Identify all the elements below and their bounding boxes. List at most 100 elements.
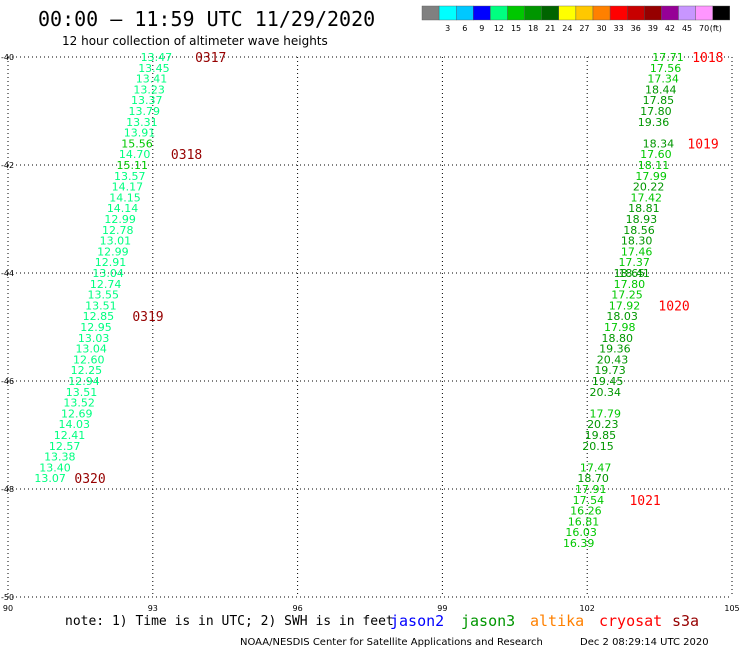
- wave-height-value: 20.15: [582, 440, 614, 453]
- legend-label: 3: [445, 24, 450, 33]
- wave-height-points: 13.4713.4513.4113.2313.3713.7913.3113.91…: [34, 51, 683, 550]
- x-tick-label: 102: [580, 604, 595, 613]
- wave-height-value: 17.85: [643, 94, 675, 107]
- chart-subtitle: 12 hour collection of altimeter wave hei…: [62, 34, 328, 48]
- legend-swatch: [695, 5, 713, 21]
- legend-label: 27: [579, 24, 589, 33]
- satellite-legend: jason2 jason3 altika cryosat s3a: [390, 612, 699, 630]
- wave-height-value: 13.04: [92, 267, 124, 280]
- legend-swatch: [473, 5, 491, 21]
- legend-swatch: [558, 5, 577, 21]
- satellite-jason3: jason3: [461, 612, 515, 630]
- legend-label: 24: [562, 24, 572, 33]
- wave-height-value: 18.80: [602, 332, 634, 345]
- y-tick-label: -44: [1, 269, 14, 278]
- pass-time-label: 1021: [629, 494, 660, 509]
- wave-height-value: 13.03: [78, 332, 110, 345]
- wave-height-value: 14.03: [59, 418, 91, 431]
- wave-height-value: 15.11: [116, 159, 148, 172]
- wave-height-value: 17.46: [621, 245, 653, 258]
- pass-time-label: 0318: [171, 148, 202, 163]
- y-tick-label: -50: [1, 593, 14, 602]
- legend-label: 21: [545, 24, 555, 33]
- legend-label: 36: [631, 24, 641, 33]
- wave-height-value: 13.91: [124, 127, 156, 140]
- wave-height-value: 20.22: [633, 181, 665, 194]
- wave-height-value: 12.57: [49, 440, 81, 453]
- wave-height-value: 13.57: [114, 170, 146, 183]
- wave-height-value: 17.25: [611, 289, 643, 302]
- color-legend: 3 6 9 12 15 18 21 24 27 30 33 36 39 42 45 70 (ft): [421, 5, 731, 33]
- legend-swatch: [609, 5, 628, 21]
- legend-label: 18: [528, 24, 538, 33]
- pass-time-label: 0319: [132, 310, 163, 325]
- legend-swatch: [712, 5, 731, 21]
- wave-height-value: 17.34: [647, 73, 679, 86]
- time-labels: 0317 0318 0319 0320 1018 1019 1020 1021: [74, 51, 723, 509]
- wave-height-value: 16.81: [568, 515, 600, 528]
- wave-height-value: 13.79: [129, 105, 161, 118]
- credit-text: NOAA/NESDIS Center for Satellite Applica…: [240, 637, 543, 648]
- y-tick-label: -46: [1, 377, 14, 386]
- wave-height-value: 13.04: [75, 343, 107, 356]
- wave-height-value: 17.98: [604, 321, 636, 334]
- wave-height-value: 17.79: [589, 407, 621, 420]
- legend-swatch: [678, 5, 696, 21]
- wave-height-value: 17.80: [614, 278, 646, 291]
- wave-height-value: 16.39: [563, 537, 595, 550]
- wave-height-value: 18.81: [628, 202, 660, 215]
- legend-label: 45: [682, 24, 692, 33]
- wave-height-value: 12.25: [71, 364, 103, 377]
- x-tick-label: 90: [3, 604, 13, 613]
- wave-height-value: 17.37: [618, 256, 650, 269]
- wave-height-value: 13.55: [88, 289, 120, 302]
- x-tick-label: 105: [724, 604, 739, 613]
- legend-swatch: [627, 5, 645, 21]
- wave-height-value: 17.71: [652, 51, 684, 64]
- pass-time-label: 0317: [195, 51, 226, 66]
- wave-height-value: 18.30: [621, 235, 653, 248]
- legend-label: 39: [648, 24, 658, 33]
- legend-unit: (ft): [710, 24, 722, 33]
- y-tick-label: -42: [1, 161, 14, 170]
- wave-height-value: 13.38: [44, 451, 76, 464]
- wave-height-value: 13.47: [141, 51, 173, 64]
- wave-height-value: 13.07: [34, 472, 66, 485]
- wave-height-value: 19.85: [585, 429, 617, 442]
- wave-height-value: 18.44: [645, 83, 677, 96]
- wave-height-value: 12.99: [97, 245, 129, 258]
- wave-height-value: 12.95: [80, 321, 112, 334]
- wave-height-value: 18.70: [577, 472, 609, 485]
- wave-height-value: 19.45: [592, 375, 624, 388]
- legend-swatch: [456, 5, 474, 21]
- grid: [7, 56, 733, 598]
- wave-height-value: 13.45: [138, 62, 170, 75]
- wave-height-value: 13.52: [63, 397, 95, 410]
- wave-height-value: 17.47: [580, 461, 612, 474]
- legend-label: 30: [596, 24, 606, 33]
- wave-height-value: 13.40: [39, 461, 71, 474]
- legend-swatch: [507, 5, 525, 21]
- wave-height-value: 19.36: [638, 116, 670, 129]
- wave-height-value: 17.60: [640, 148, 672, 161]
- axis-ticks: 90 93 96 99 102 105 -40 -42 -44 -46 -48 -50: [1, 53, 740, 613]
- wave-height-value: 12.99: [104, 213, 136, 226]
- legend-swatch: [421, 5, 440, 21]
- wave-height-value: 12.94: [68, 375, 100, 388]
- wave-height-value: 16.26: [570, 505, 602, 518]
- legend-label: 42: [665, 24, 675, 33]
- wave-height-value: 12.85: [83, 310, 115, 323]
- wave-height-value: 18.41: [618, 267, 650, 280]
- wave-height-value: 17.54: [573, 494, 605, 507]
- wave-height-value: 13.51: [66, 386, 98, 399]
- wave-height-value: 13.01: [100, 235, 132, 248]
- wave-height-value: 17.99: [635, 170, 667, 183]
- wave-height-value: 15.56: [121, 137, 153, 150]
- wave-height-value: 13.31: [126, 116, 158, 129]
- wave-height-value: 12.74: [90, 278, 122, 291]
- wave-height-value: 20.34: [589, 386, 621, 399]
- satellite-cryosat: cryosat: [599, 612, 662, 630]
- wave-height-value: 14.70: [119, 148, 151, 161]
- wave-height-value: 19.73: [594, 364, 626, 377]
